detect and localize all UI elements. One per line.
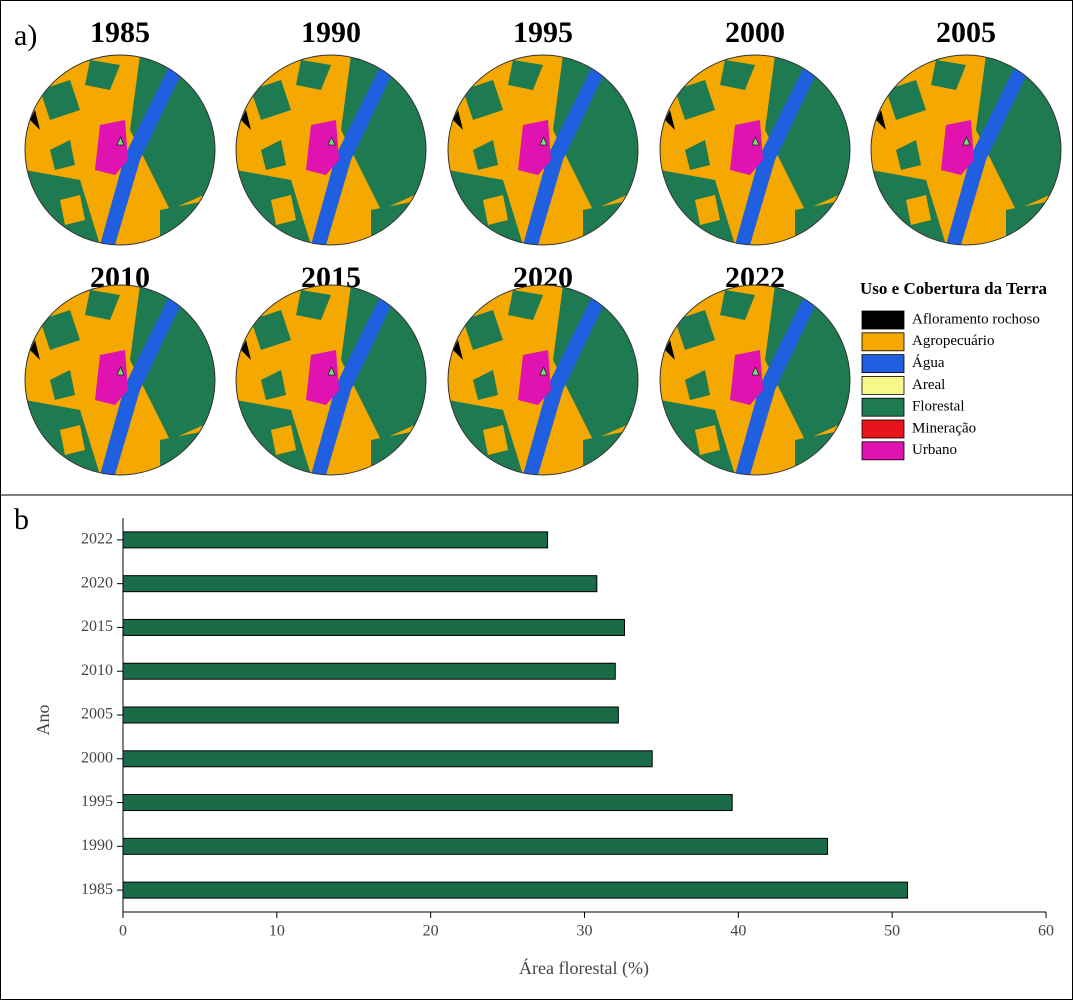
land-cover-map [25, 55, 215, 245]
legend-swatch [862, 376, 904, 394]
legend-swatch [862, 398, 904, 416]
x-tick-label: 30 [577, 923, 593, 940]
bar [123, 838, 828, 854]
y-tick-label: 1985 [81, 881, 113, 898]
land-cover-map [236, 55, 426, 245]
legend-swatch [862, 355, 904, 373]
map-year: 1995 [513, 16, 573, 49]
legend-swatch [862, 442, 904, 460]
legend-label: Água [912, 354, 945, 371]
x-tick-label: 20 [423, 923, 439, 940]
figure: a) b Uso e Cobertura da Terra Ano Área f… [0, 0, 1073, 1000]
legend-label: Areal [912, 377, 945, 393]
y-tick-label: 2005 [81, 706, 113, 723]
bar [123, 795, 732, 811]
x-tick-label: 10 [269, 923, 285, 940]
y-axis-title: Ano [33, 705, 53, 736]
panel-label: a) [14, 19, 37, 52]
land-cover-map [448, 285, 638, 475]
land-cover-map [25, 285, 215, 475]
land-cover-map [871, 55, 1061, 245]
y-tick-label: 2000 [81, 749, 113, 766]
x-tick-label: 0 [119, 923, 127, 940]
y-tick-label: 2015 [81, 618, 113, 635]
bar [123, 576, 597, 592]
legend-swatch [862, 311, 904, 329]
map-year: 1990 [301, 16, 361, 49]
x-tick-label: 50 [884, 923, 900, 940]
y-tick-label: 2020 [81, 574, 113, 591]
y-tick-label: 2010 [81, 662, 113, 679]
legend-label: Agropecuário [912, 333, 994, 349]
land-cover-map [236, 285, 426, 475]
land-cover-map [448, 55, 638, 245]
x-axis-title: Área florestal (%) [519, 957, 649, 979]
panel-label: b [14, 503, 29, 536]
legend-title: Uso e Cobertura da Terra [860, 279, 1047, 298]
legend-swatch [862, 333, 904, 351]
legend-label: Afloramento rochoso [912, 311, 1040, 327]
bar [123, 663, 615, 679]
bar [123, 619, 624, 635]
bar [123, 707, 618, 723]
bar [123, 882, 908, 898]
legend-swatch [862, 420, 904, 438]
bar [123, 751, 652, 767]
y-tick-label: 1995 [81, 793, 113, 810]
legend-label: Urbano [912, 442, 957, 458]
x-tick-label: 60 [1038, 923, 1054, 940]
legend-label: Florestal [912, 399, 965, 415]
map-year: 1985 [90, 16, 150, 49]
y-tick-label: 1990 [81, 837, 113, 854]
land-cover-map [660, 55, 850, 245]
map-year: 2005 [936, 16, 996, 49]
land-cover-map [660, 285, 850, 475]
x-tick-label: 40 [730, 923, 746, 940]
legend-label: Mineração [912, 420, 976, 436]
y-tick-label: 2022 [81, 531, 113, 548]
bar [123, 532, 548, 548]
map-year: 2000 [725, 16, 785, 49]
